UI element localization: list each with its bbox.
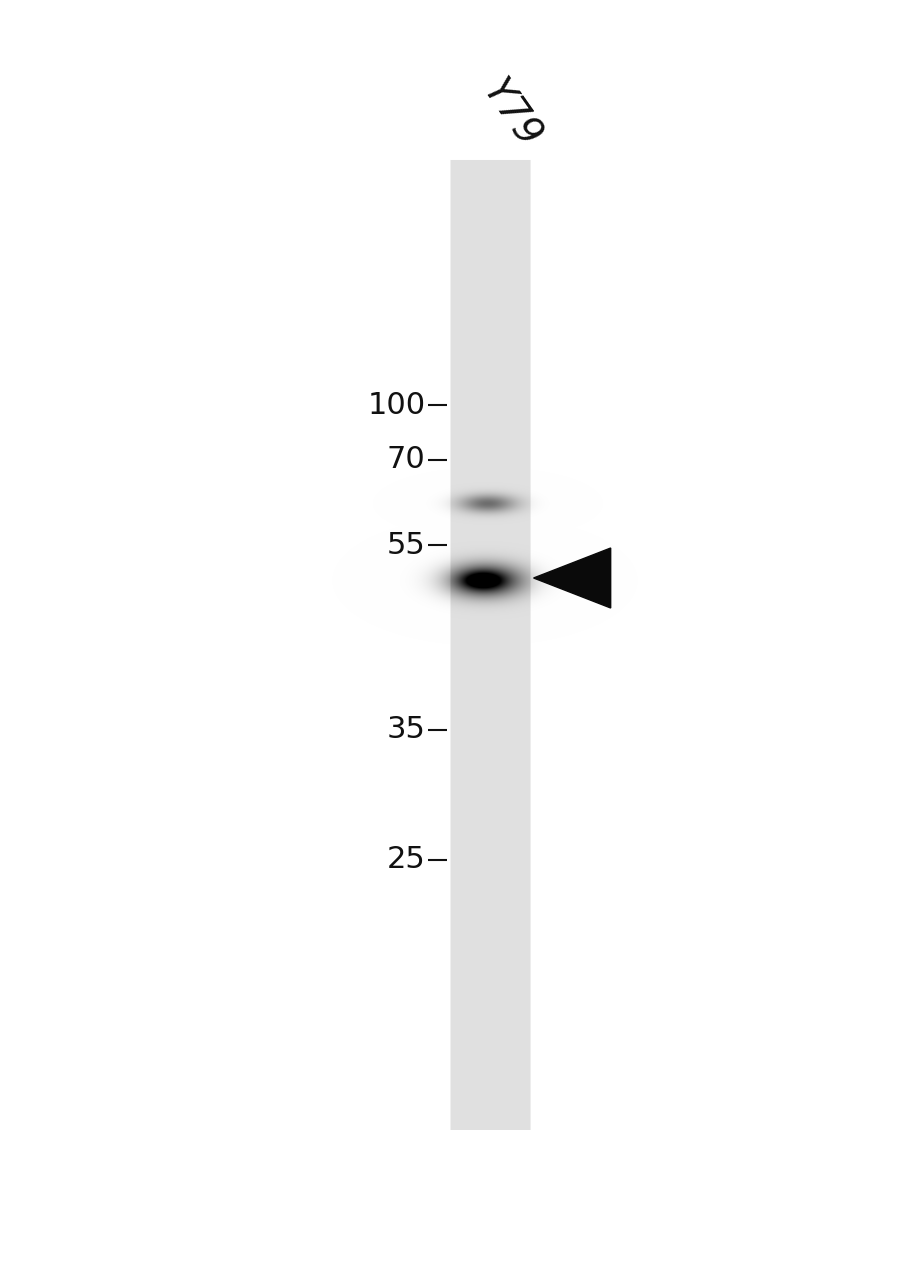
Text: 100: 100: [367, 390, 425, 420]
Text: 25: 25: [386, 846, 425, 874]
Polygon shape: [533, 548, 610, 608]
Text: Y79: Y79: [474, 73, 547, 155]
Text: 70: 70: [386, 445, 425, 475]
Text: 35: 35: [386, 716, 425, 745]
Text: 55: 55: [386, 530, 425, 559]
